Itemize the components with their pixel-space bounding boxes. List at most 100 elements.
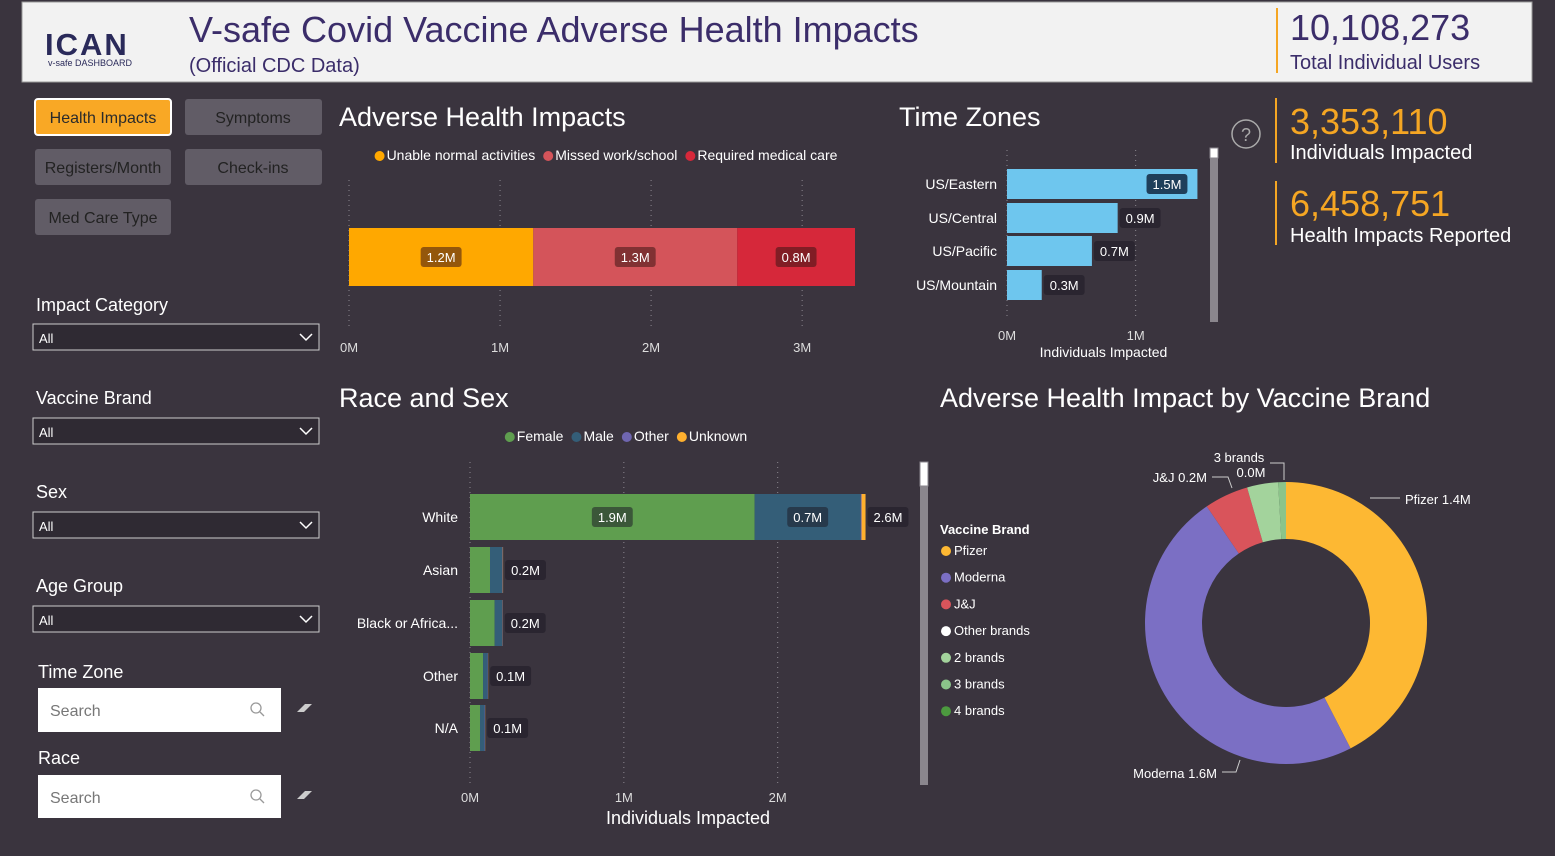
nav-label[interactable]: Registers/Month <box>45 160 162 177</box>
slice-label: Pfizer 1.4M <box>1405 492 1471 507</box>
x-tick-label: 2M <box>642 340 660 355</box>
x-axis-label: Individuals Impacted <box>1040 344 1168 360</box>
legend-marker <box>941 626 951 636</box>
data-label-group: 2.6M <box>868 507 909 527</box>
dropdown-value[interactable]: All <box>39 613 54 628</box>
chart-title: Adverse Health Impact by Vaccine Brand <box>940 383 1430 413</box>
x-tick-label: 0M <box>998 328 1016 343</box>
bar-segment <box>495 600 503 646</box>
chart-title: Adverse Health Impacts <box>339 102 626 132</box>
legend-label: Unknown <box>689 428 747 444</box>
data-label: 0.2M <box>511 563 540 578</box>
data-label-group: 0.9M <box>1120 208 1161 228</box>
nav-label[interactable]: Med Care Type <box>48 210 157 227</box>
nav-label[interactable]: Check-ins <box>217 160 288 177</box>
dropdown-value[interactable]: All <box>39 331 54 346</box>
bar-segment <box>470 653 483 699</box>
filter-label: Impact Category <box>36 295 168 315</box>
kpi-label: Health Impacts Reported <box>1290 225 1511 247</box>
y-tick-label: White <box>422 509 458 525</box>
bar <box>1007 270 1042 300</box>
dropdown[interactable] <box>33 606 319 632</box>
legend-marker <box>941 706 951 716</box>
slice-value: 0.0M <box>1237 465 1266 480</box>
data-label: 0.2M <box>511 616 540 631</box>
header-title: V-safe Covid Vaccine Adverse Health Impa… <box>189 9 919 50</box>
legend-label: Missed work/school <box>555 147 677 163</box>
data-label-group: 1.5M <box>1147 174 1188 194</box>
legend-label: 3 brands <box>954 677 1005 692</box>
slice-name: Moderna <box>1133 766 1185 781</box>
x-tick-label: 3M <box>793 340 811 355</box>
total-value: 10,108,273 <box>1290 7 1470 48</box>
dropdown-value[interactable]: All <box>39 519 54 534</box>
scrollbar-thumb[interactable] <box>1210 148 1218 158</box>
legend-label: Unable normal activities <box>387 147 536 163</box>
scrollbar[interactable] <box>920 462 928 785</box>
data-label: 0.7M <box>1100 244 1129 259</box>
nav-label[interactable]: Symptoms <box>215 110 291 127</box>
x-tick-label: 0M <box>461 790 479 805</box>
y-tick-label: US/Pacific <box>932 243 997 259</box>
bar-segment <box>470 547 490 593</box>
slice-name: Pfizer <box>1405 492 1439 507</box>
dropdown[interactable] <box>33 512 319 538</box>
data-label-group: 1.2M <box>421 247 462 267</box>
data-label-group: 0.2M <box>505 613 546 633</box>
slice-label: 3 brands <box>1214 450 1265 465</box>
data-label: 0.1M <box>493 721 522 736</box>
legend-label: J&J <box>954 596 976 611</box>
total-label: Total Individual Users <box>1290 52 1480 74</box>
data-label: 0.8M <box>782 250 811 265</box>
y-tick-label: US/Central <box>929 210 997 226</box>
nav-label[interactable]: Health Impacts <box>50 110 157 127</box>
slice-name: 3 brands <box>1214 450 1265 465</box>
data-label: 1.9M <box>598 510 627 525</box>
slice-name: J&J <box>1153 470 1175 485</box>
y-tick-label: N/A <box>435 720 459 736</box>
bar <box>1007 203 1118 233</box>
filter-label: Age Group <box>36 576 123 596</box>
legend-marker <box>685 151 695 161</box>
data-label-group: 0.1M <box>490 666 531 686</box>
kpi-label: Individuals Impacted <box>1290 142 1472 164</box>
legend-label: 4 brands <box>954 703 1005 718</box>
y-tick-label: Asian <box>423 562 458 578</box>
search-placeholder[interactable]: Search <box>50 703 101 720</box>
chart-title: Race and Sex <box>339 383 509 413</box>
filter-label: Sex <box>36 482 67 502</box>
data-label-group: 0.2M <box>505 560 546 580</box>
logo-sub: v-safe DASHBOARD <box>48 58 133 68</box>
search-label: Race <box>38 748 80 768</box>
bar-segment <box>470 705 480 751</box>
legend-marker <box>941 599 951 609</box>
bar-segment <box>483 653 488 699</box>
scrollbar-thumb[interactable] <box>920 462 928 486</box>
legend: Unable normal activities Missed work/scho… <box>375 147 838 163</box>
x-tick-label: 0M <box>340 340 358 355</box>
scrollbar[interactable] <box>1210 148 1218 322</box>
data-label-group: 0.7M <box>1094 241 1135 261</box>
dropdown-value[interactable]: All <box>39 425 54 440</box>
y-tick-label: Other <box>423 668 458 684</box>
legend-label: Male <box>583 428 614 444</box>
dropdown[interactable] <box>33 324 319 350</box>
data-label: 0.7M <box>793 510 822 525</box>
bar-segment <box>862 494 866 540</box>
legend-marker <box>941 680 951 690</box>
bar-segment <box>490 547 502 593</box>
y-tick-label: US/Mountain <box>916 277 997 293</box>
legend-marker <box>622 432 632 442</box>
legend-label: 2 brands <box>954 650 1005 665</box>
data-label: 0.9M <box>1126 211 1155 226</box>
slice-value: 0.2M <box>1178 470 1207 485</box>
legend-marker <box>505 432 515 442</box>
bar-segment <box>861 494 862 540</box>
search-placeholder[interactable]: Search <box>50 790 101 807</box>
data-label-group: 1.9M <box>592 507 633 527</box>
legend-marker <box>941 653 951 663</box>
dropdown[interactable] <box>33 418 319 444</box>
help-icon-text[interactable]: ? <box>1241 125 1251 145</box>
